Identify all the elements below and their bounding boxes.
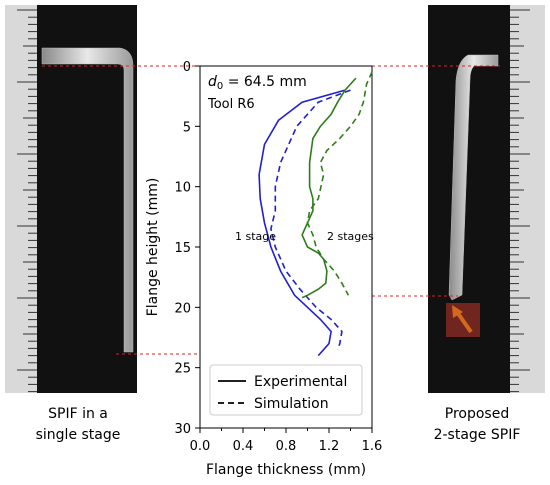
y-tick-label: 0 [183, 60, 191, 75]
svg-text:d0 = 64.5 mm: d0 = 64.5 mm [208, 74, 307, 92]
x-tick-label: 1.6 [362, 439, 383, 454]
x-tick-label: 1.2 [319, 439, 340, 454]
x-tick-label: 0.8 [276, 439, 297, 454]
y-tick-label: 30 [174, 422, 191, 437]
right-ruler [510, 5, 545, 393]
legend-label-simulation: Simulation [254, 396, 329, 412]
series-line-0 [258, 89, 346, 357]
series-layer [258, 71, 373, 357]
x-tick-label: 0.0 [190, 439, 211, 454]
curve-label-1-stage: 1 stage [235, 230, 276, 243]
y-tick-label: 20 [174, 301, 191, 316]
legend-box [209, 364, 363, 416]
caption-single-stage: SPIF in a single stage [35, 406, 121, 443]
left-photo [5, 5, 137, 393]
annotation-tool: Tool R6 [207, 97, 255, 112]
y-axis-label: Flange height (mm) [145, 178, 161, 317]
legend-label-experimental: Experimental [254, 374, 347, 390]
right-photo [428, 5, 545, 393]
y-tick-label: 5 [183, 120, 191, 135]
left-flange-shape [41, 47, 134, 353]
guide-lines [42, 65, 500, 355]
y-tick-label: 25 [174, 362, 191, 377]
y-tick-label: 10 [174, 181, 191, 196]
curve-label-2-stages: 2 stages [327, 230, 374, 243]
x-axis-label: Flange thickness (mm) [206, 462, 366, 478]
series-line-1 [270, 89, 351, 350]
y-tick-label: 15 [174, 241, 191, 256]
left-ruler [5, 5, 37, 393]
series-line-2 [301, 77, 357, 299]
chart: 0.0 0.4 0.8 1.2 1.6 0 5 10 15 20 25 30 Flange thic… [145, 60, 382, 478]
series-line-3 [306, 71, 373, 296]
legend: Experimental Simulation [209, 364, 363, 416]
caption-two-stage: Proposed 2-stage SPIF [433, 406, 521, 443]
x-tick-label: 0.4 [233, 439, 254, 454]
annotation-d0: d0 = 64.5 mm [208, 74, 307, 92]
arrow-icon [452, 305, 473, 334]
x-axis-ticks: 0.0 0.4 0.8 1.2 1.6 [190, 428, 383, 454]
right-flange-shape [448, 54, 499, 301]
y-axis-ticks: 0 5 10 15 20 25 30 [174, 60, 200, 437]
